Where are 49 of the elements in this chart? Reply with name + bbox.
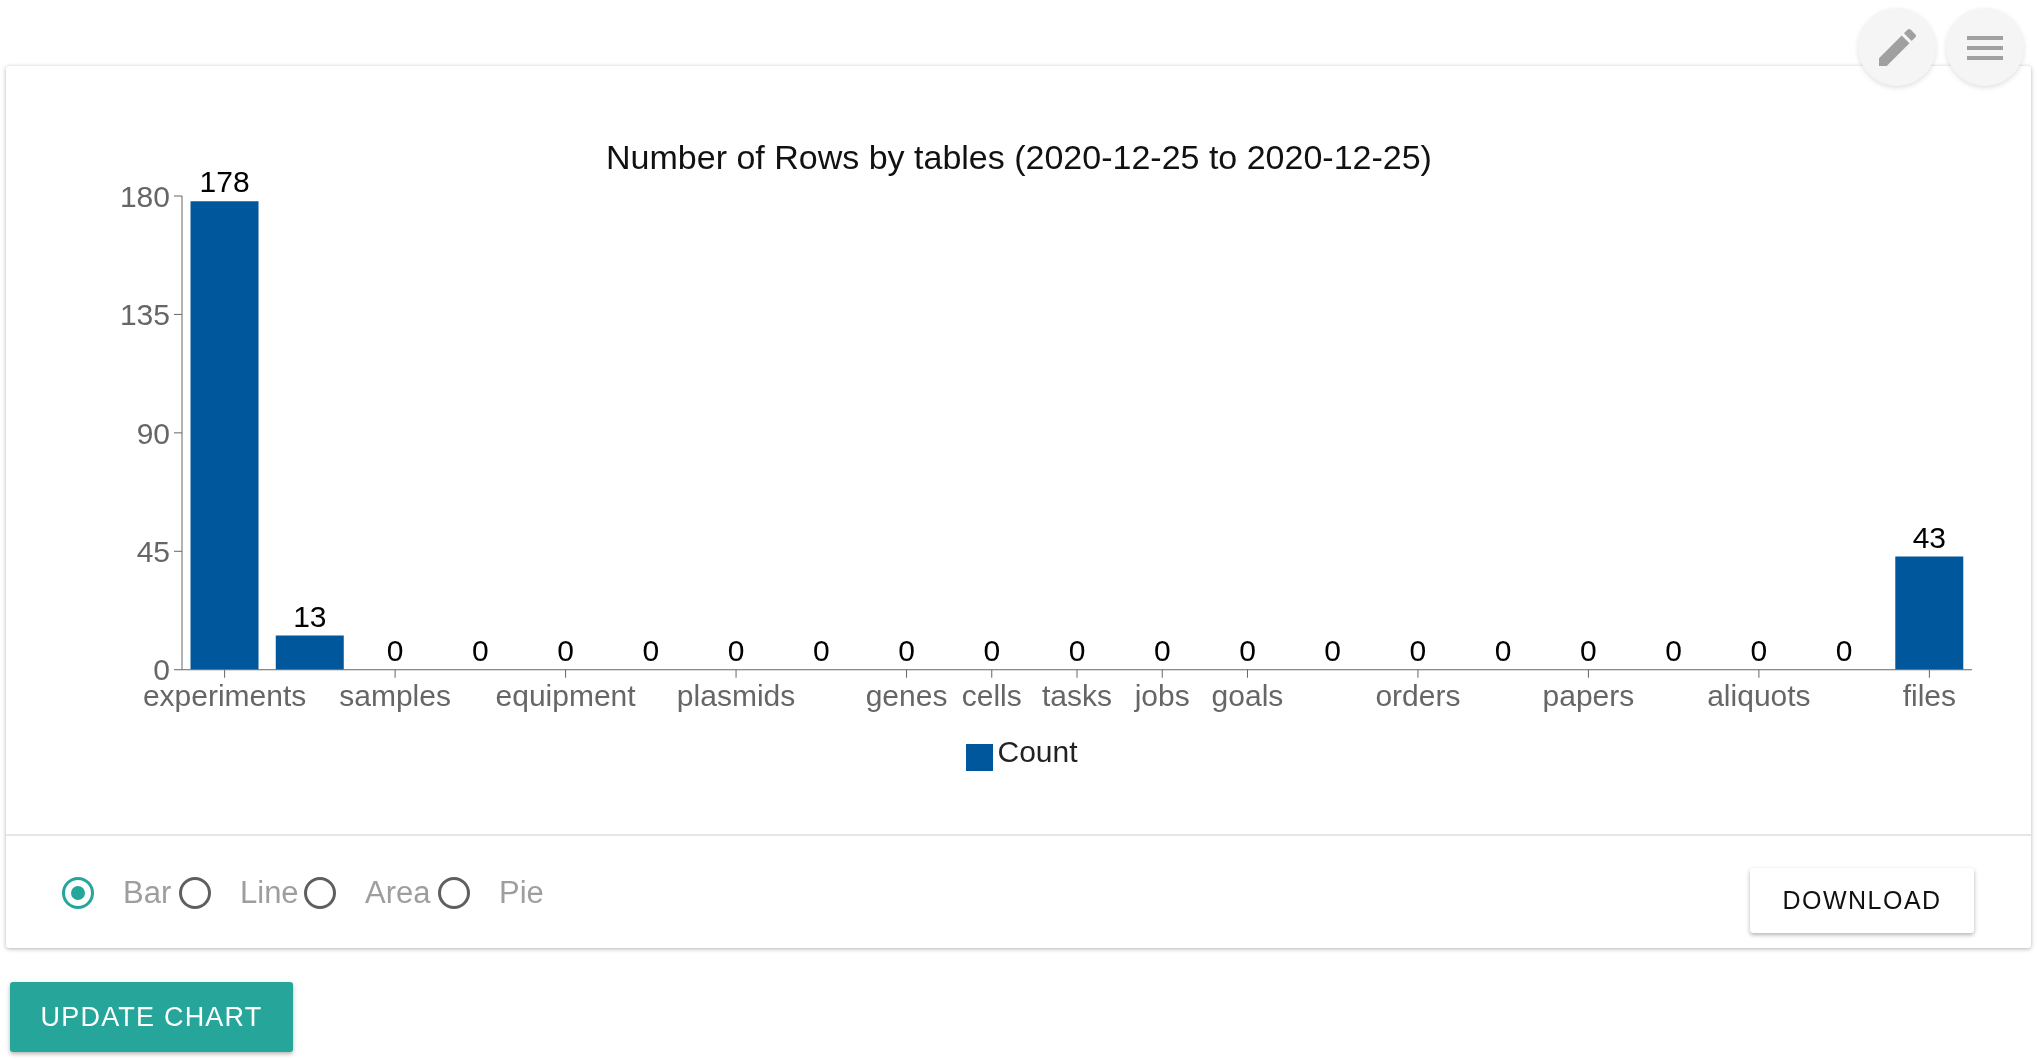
data-label: 178 (199, 165, 250, 199)
data-label: 0 (1409, 633, 1427, 667)
data-label: 0 (557, 633, 574, 667)
data-label: 0 (471, 633, 489, 667)
x-tick-label: plasmids (676, 678, 796, 712)
data-label: 0 (1580, 633, 1597, 667)
y-tick-label: 135 (119, 298, 170, 332)
legend-label: Count (997, 734, 1078, 768)
y-tick-label: 90 (136, 416, 170, 450)
chart-title: Number of Rows by tables (2020-12-25 to 2020-12-25) (606, 138, 1432, 176)
data-label: 0 (898, 633, 915, 667)
data-label: 13 (293, 599, 327, 633)
y-tick-label: 45 (136, 534, 170, 568)
data-label: 0 (983, 633, 1001, 667)
x-tick-label: genes (865, 678, 948, 712)
x-tick-label: jobs (1133, 678, 1190, 712)
text: Pie (499, 875, 544, 911)
bar (190, 201, 259, 670)
data-label: 0 (1239, 633, 1256, 667)
bar (275, 635, 344, 670)
x-tick-label: goals (1211, 678, 1284, 712)
x-tick-label: aliquots (1707, 678, 1811, 712)
data-label: 0 (1835, 633, 1853, 667)
bar (1895, 556, 1964, 670)
x-tick-label: papers (1542, 678, 1635, 712)
x-tick-label: cells (961, 678, 1022, 712)
data-label: 0 (642, 633, 660, 667)
data-label: 0 (1665, 633, 1683, 667)
data-label: 0 (812, 633, 830, 667)
text: Area (365, 875, 431, 911)
download-button: DOWNLOAD (1750, 868, 1974, 933)
data-label: 43 (1912, 520, 1947, 554)
data-label: 0 (1068, 633, 1086, 667)
update-button: UPDATE CHART (10, 982, 293, 1052)
data-label: 0 (1153, 633, 1171, 667)
text: Bar (123, 875, 172, 911)
x-tick-label: orders (1375, 678, 1461, 712)
data-label: 0 (1324, 633, 1342, 667)
x-tick-label: tasks (1041, 678, 1113, 712)
x-tick-label: equipment (495, 678, 637, 712)
data-label: 0 (1494, 633, 1512, 667)
x-tick-label: samples (339, 678, 451, 712)
text: Line (240, 875, 299, 911)
x-tick-label: files (1902, 678, 1957, 712)
y-tick-label: 180 (119, 179, 170, 213)
y-tick-label: 0 (153, 653, 170, 687)
data-label: 0 (727, 633, 745, 667)
data-label: 0 (1750, 633, 1768, 667)
data-label: 0 (386, 633, 404, 667)
